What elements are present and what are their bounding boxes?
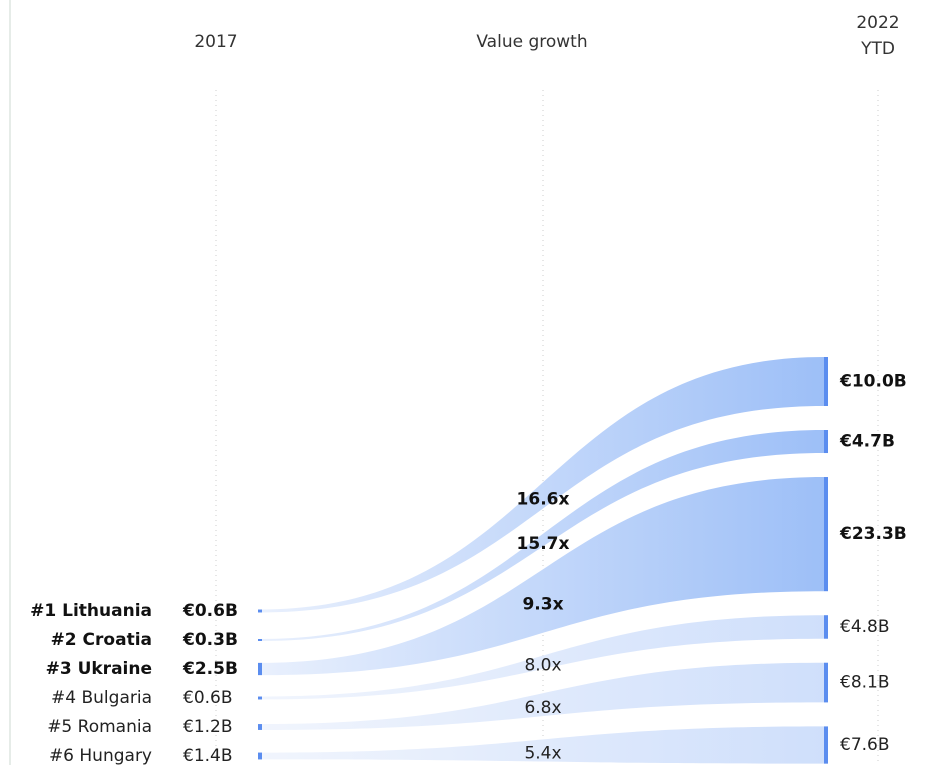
category-label: #6 Hungary: [49, 746, 152, 765]
flow-band: [260, 357, 824, 613]
column-header: 2022 YTD: [856, 13, 900, 59]
start-bar: [258, 609, 262, 613]
category-label: #1 Lithuania: [30, 601, 152, 621]
start-bar: [258, 752, 262, 760]
end-value-label: €7.6B: [840, 735, 890, 755]
end-value-label: €8.1B: [840, 673, 890, 693]
start-value-label: €1.4B: [183, 746, 233, 765]
flow-band: [260, 477, 824, 676]
end-bar: [824, 357, 828, 406]
growth-label: 9.3x: [522, 595, 563, 615]
growth-label: 15.7x: [517, 534, 570, 554]
column-header: Value growth: [476, 32, 588, 52]
flow-band: [260, 662, 824, 730]
flow-band: [260, 430, 824, 641]
flow-band: [260, 726, 824, 764]
start-bar: [258, 639, 262, 641]
category-label: #3 Ukraine: [46, 659, 152, 679]
start-value-label: €0.6B: [182, 601, 238, 621]
end-bar: [824, 662, 828, 703]
end-value-label: €4.7B: [839, 432, 895, 452]
end-value-label: €23.3B: [839, 524, 907, 544]
end-bar: [824, 615, 828, 639]
category-label: #2 Croatia: [51, 630, 152, 650]
start-value-label: €0.6B: [183, 688, 233, 708]
growth-label: 8.0x: [524, 655, 561, 675]
category-label: #4 Bulgaria: [51, 688, 152, 708]
start-bar: [258, 724, 262, 730]
end-value-label: €4.8B: [840, 617, 890, 637]
growth-label: 6.8x: [524, 698, 561, 718]
category-label: #5 Romania: [47, 717, 152, 737]
column-header: 2017: [194, 32, 238, 52]
start-value-label: €1.2B: [183, 717, 233, 737]
start-value-label: €2.5B: [182, 659, 238, 679]
start-bar: [258, 662, 262, 676]
end-value-label: €10.0B: [839, 372, 907, 392]
end-bar: [824, 477, 828, 592]
flow-band: [260, 615, 824, 700]
end-bar: [824, 726, 828, 764]
growth-label: 16.6x: [517, 489, 570, 509]
end-bar: [824, 430, 828, 454]
start-bar: [258, 696, 262, 700]
growth-label: 5.4x: [524, 744, 561, 764]
start-value-label: €0.3B: [182, 630, 238, 650]
